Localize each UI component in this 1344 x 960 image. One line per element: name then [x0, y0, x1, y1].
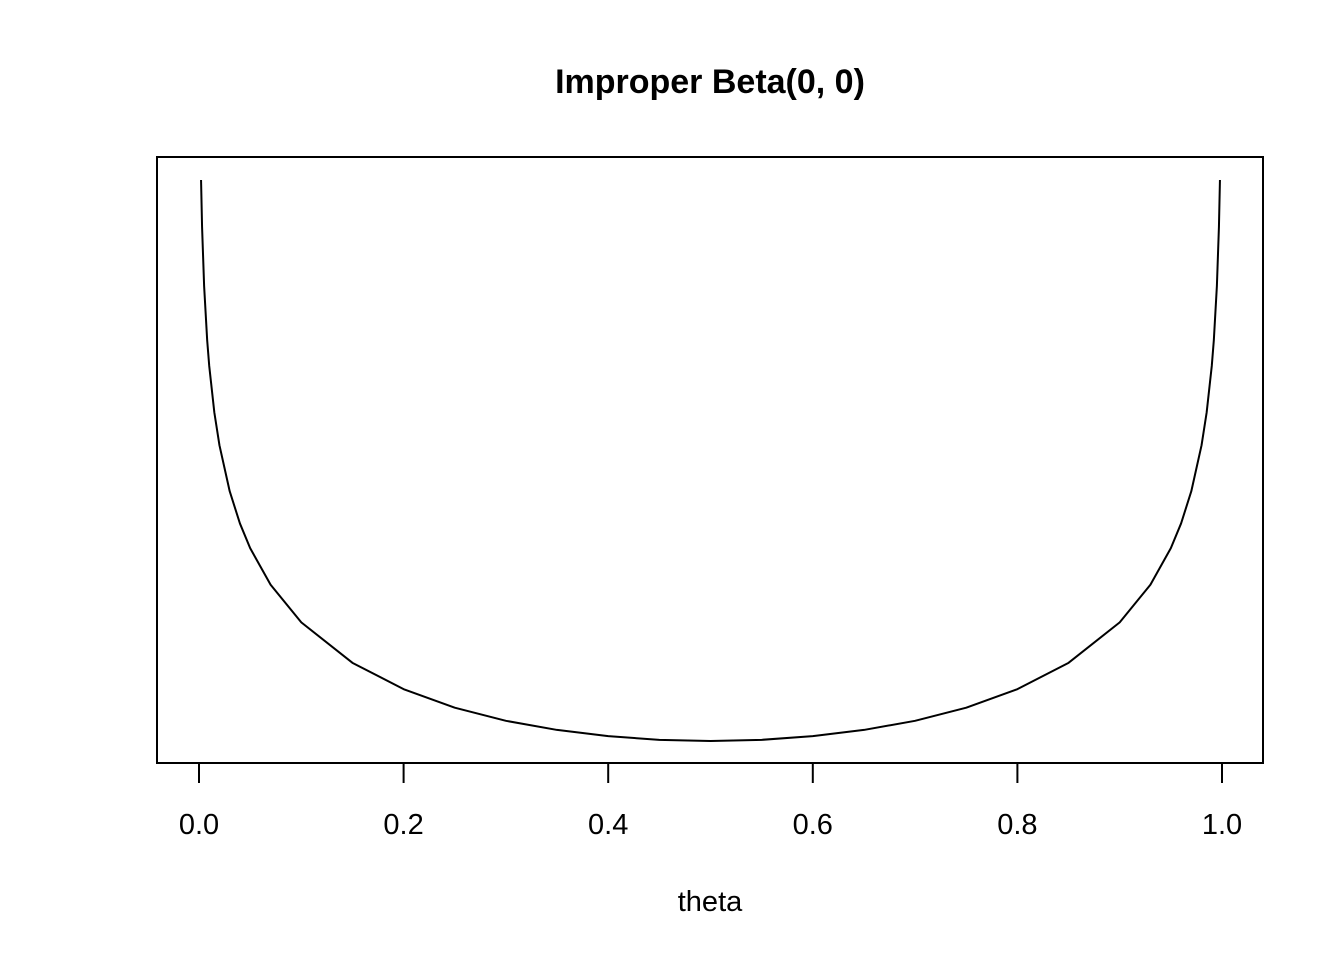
plot-frame [156, 156, 1264, 764]
x-tick-label: 1.0 [1202, 809, 1242, 841]
density-curve [200, 179, 1221, 742]
x-tick-label: 0.2 [383, 809, 423, 841]
x-tick-label: 0.0 [179, 809, 219, 841]
x-axis: 0.0 0.2 0.4 0.6 0.8 1.0 [179, 762, 1242, 841]
x-tick-label: 0.6 [793, 809, 833, 841]
x-tick-label: 0.4 [588, 809, 628, 841]
chart-title: Improper Beta(0, 0) [555, 63, 865, 101]
x-tick-label: 0.8 [997, 809, 1037, 841]
x-axis-label: theta [678, 886, 743, 918]
series-layer [200, 179, 1221, 742]
